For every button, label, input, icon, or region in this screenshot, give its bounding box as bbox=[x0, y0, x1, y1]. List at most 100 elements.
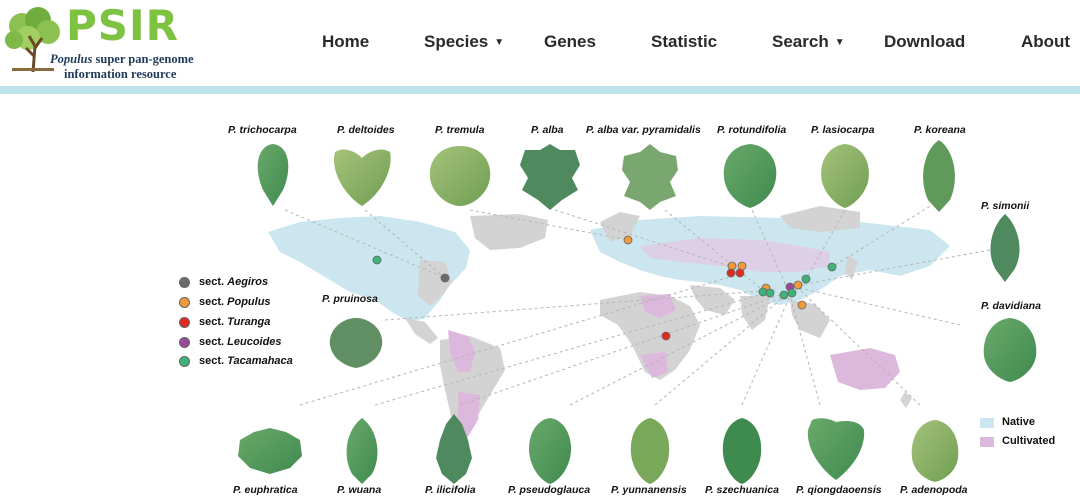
point-adenopoda bbox=[797, 300, 807, 310]
legend-label-tacamahaca: sect. Tacamahaca bbox=[199, 355, 293, 367]
label-davidiana: P. davidiana bbox=[981, 300, 1041, 312]
leaf-trichocarpa bbox=[257, 144, 289, 206]
point-tremula bbox=[623, 235, 633, 245]
legend-name: Aegiros bbox=[227, 276, 269, 288]
eurasia-cultivated-shape bbox=[640, 238, 830, 272]
leaf-koreana bbox=[923, 140, 955, 212]
caret-down-icon: ▼ bbox=[494, 37, 505, 48]
label-yunnanensis: P. yunnanensis bbox=[611, 484, 687, 496]
leaf-davidiana bbox=[983, 318, 1037, 382]
label-ilicifolia: P. ilicifolia bbox=[425, 484, 476, 496]
point-yunnanensis bbox=[765, 288, 775, 298]
label-pruinosa: P. pruinosa bbox=[322, 293, 378, 305]
new-zealand-shape bbox=[900, 392, 912, 408]
legend-label-populus: sect. Populus bbox=[199, 296, 271, 308]
legend-name: Tacamahaca bbox=[227, 355, 293, 367]
label-lasiocarpa: P. lasiocarpa bbox=[811, 124, 875, 136]
label-szechuanica: P. szechuanica bbox=[705, 484, 779, 496]
label-alba: P. alba bbox=[531, 124, 564, 136]
label-euphratica: P. euphratica bbox=[233, 484, 298, 496]
legend-label-leucoides: sect. Leucoides bbox=[199, 336, 282, 348]
logo-subtitle-line1: Populus super pan-genome bbox=[50, 52, 194, 67]
leader-lines bbox=[284, 199, 991, 406]
site-header: PSIR Populus super pan-genome informatio… bbox=[0, 0, 1080, 86]
greenland-shape bbox=[470, 214, 548, 250]
point-ilicifolia bbox=[735, 268, 745, 278]
logo-subtitle-line2: information resource bbox=[64, 67, 177, 81]
point-szechuanica bbox=[779, 290, 789, 300]
leaf-wuana bbox=[346, 418, 378, 484]
legend-name: Turanga bbox=[227, 316, 271, 328]
central-america-shape bbox=[405, 318, 438, 344]
label-tremula: P. tremula bbox=[435, 124, 485, 136]
middle-east-shape bbox=[690, 285, 735, 315]
nav-download[interactable]: Download bbox=[884, 32, 966, 51]
leaf-ilicifolia bbox=[436, 414, 472, 484]
species-distribution-map: P. trichocarpa P. deltoides P. tremula P… bbox=[0, 94, 1080, 501]
leaf-lasiocarpa bbox=[821, 144, 869, 208]
leaf-simonii bbox=[990, 214, 1020, 282]
legend-dot-aegiros bbox=[179, 277, 190, 288]
label-adenopoda: P. adenopoda bbox=[900, 484, 968, 496]
legend-label-native: Native bbox=[1002, 416, 1036, 428]
label-rotundifolia: P. rotundifolia bbox=[717, 124, 787, 136]
india-shape bbox=[740, 296, 770, 330]
nav-home[interactable]: Home bbox=[322, 32, 370, 51]
south-america-cultivated-shape bbox=[448, 330, 475, 372]
label-simonii: P. simonii bbox=[981, 200, 1030, 212]
tree-logo-icon bbox=[5, 7, 60, 72]
north-america-east-shape bbox=[418, 260, 452, 306]
nav-search-label: Search bbox=[772, 32, 829, 51]
point-koreana bbox=[827, 262, 837, 272]
japan-shape bbox=[845, 255, 858, 280]
leaf-szechuanica bbox=[722, 418, 762, 484]
leaf-alba bbox=[520, 144, 580, 210]
logo-subtitle-rest: super pan-genome bbox=[92, 52, 194, 66]
australia-shape bbox=[830, 348, 900, 390]
legend-dot-populus bbox=[179, 297, 190, 308]
point-euphratica-1 bbox=[726, 268, 736, 278]
logo-subtitle-italic: Populus bbox=[50, 52, 93, 66]
legend-label-cultivated: Cultivated bbox=[1002, 435, 1056, 447]
nav-about[interactable]: About bbox=[1021, 32, 1071, 51]
africa-shape bbox=[600, 292, 700, 380]
logo-wordmark: PSIR bbox=[66, 1, 179, 50]
label-koreana: P. koreana bbox=[914, 124, 966, 136]
nav-search[interactable]: Search ▼ bbox=[772, 32, 845, 52]
legend-name: Populus bbox=[227, 296, 271, 308]
point-qiongdaoensis bbox=[787, 288, 797, 298]
point-simonii bbox=[801, 274, 811, 284]
point-deltoides bbox=[440, 273, 450, 283]
leaf-images bbox=[238, 140, 1037, 484]
nav-species[interactable]: Species ▼ bbox=[424, 32, 504, 52]
legend-dot-leucoides bbox=[179, 337, 190, 348]
legend-box-cultivated bbox=[980, 437, 994, 447]
label-pseudoglauca: P. pseudoglauca bbox=[508, 484, 591, 496]
nav-genes[interactable]: Genes bbox=[544, 32, 596, 51]
site-logo[interactable]: PSIR Populus super pan-genome informatio… bbox=[4, 1, 194, 84]
legend-dot-turanga bbox=[179, 317, 190, 328]
header-divider bbox=[0, 86, 1080, 94]
label-trichocarpa: P. trichocarpa bbox=[228, 124, 297, 136]
point-pyramidalis bbox=[793, 280, 803, 290]
nav-statistic[interactable]: Statistic bbox=[651, 32, 718, 51]
legend-prefix: sect. bbox=[199, 296, 228, 308]
legend-prefix: sect. bbox=[199, 355, 228, 367]
world-map-graphic bbox=[238, 140, 1037, 484]
legend-prefix: sect. bbox=[199, 316, 228, 328]
leaf-rotundifolia bbox=[723, 144, 777, 208]
leaf-yunnanensis bbox=[630, 418, 670, 484]
legend-label-aegiros: sect. Aegiros bbox=[199, 276, 268, 288]
legend-label-turanga: sect. Turanga bbox=[199, 316, 270, 328]
label-deltoides: P. deltoides bbox=[337, 124, 395, 136]
point-pruinosa bbox=[661, 331, 671, 341]
leaf-pseudoglauca bbox=[528, 418, 572, 484]
caret-down-icon: ▼ bbox=[834, 37, 845, 48]
leaf-euphratica bbox=[238, 428, 302, 474]
leaf-qiongdaoensis bbox=[807, 418, 865, 480]
leaf-pruinosa bbox=[329, 318, 383, 368]
label-qiongdaoensis: P. qiongdaoensis bbox=[796, 484, 882, 496]
legend-prefix: sect. bbox=[199, 336, 228, 348]
point-trichocarpa bbox=[372, 255, 382, 265]
legend-box-native bbox=[980, 418, 994, 428]
